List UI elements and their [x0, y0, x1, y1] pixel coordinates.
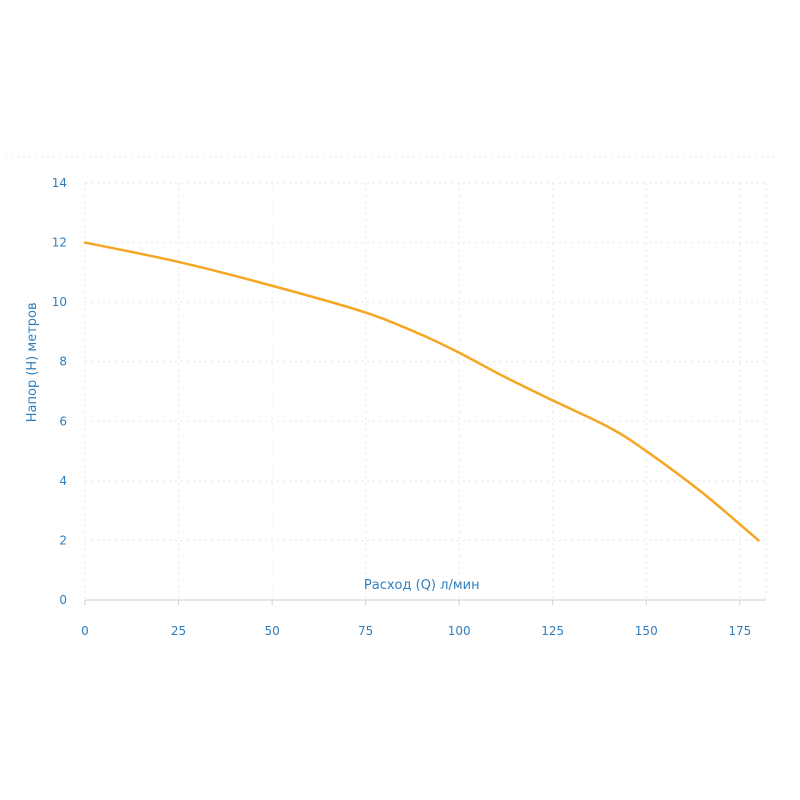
x-axis-title: Расход (Q) л/мин [364, 578, 480, 593]
x-tick-label: 0 [81, 624, 89, 638]
x-tick-label: 25 [171, 624, 186, 638]
y-tick-label: 12 [52, 236, 67, 250]
x-tick-label: 75 [358, 624, 373, 638]
axes [84, 183, 766, 605]
grid [85, 182, 767, 600]
pump-curve-line [83, 241, 760, 542]
x-tick-label: 100 [448, 624, 471, 638]
y-tick-label: 0 [59, 593, 67, 607]
x-tick-label: 125 [541, 624, 564, 638]
y-tick-label: 4 [59, 474, 67, 488]
x-tick-label: 175 [728, 624, 751, 638]
y-axis-title: Напор (H) метров [25, 302, 40, 422]
tick-labels: 0 2 4 6 8 10 12 14 0 25 50 75 100 125 150 175 [52, 176, 752, 638]
y-tick-label: 6 [59, 414, 67, 428]
x-tick-label: 150 [635, 624, 658, 638]
series [83, 241, 760, 542]
x-tick-label: 50 [264, 624, 279, 638]
y-tick-label: 14 [52, 176, 67, 190]
y-tick-label: 2 [59, 533, 67, 547]
y-tick-label: 8 [59, 355, 67, 369]
y-tick-label: 10 [52, 295, 67, 309]
